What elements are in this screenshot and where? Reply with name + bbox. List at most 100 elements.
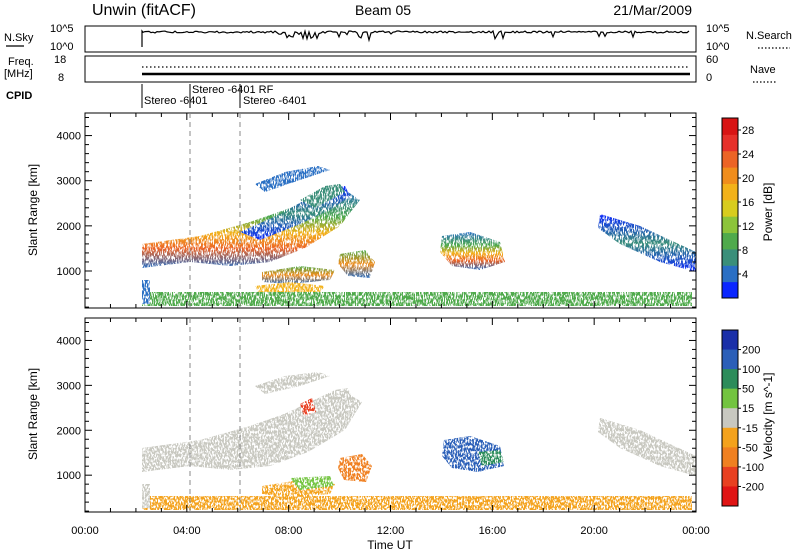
power-ground-strip <box>142 292 692 306</box>
beam-label: Beam 05 <box>355 2 411 18</box>
freq-left-bottom-tick: 8 <box>58 72 64 84</box>
cpid-label: CPID <box>6 90 32 102</box>
noise-panel: N.Sky 10^5 10^0 N.Search 10^5 10^0 <box>4 23 792 53</box>
cpid-entry-1: Stereo -6401 <box>144 95 208 107</box>
velocity-plot-frame <box>84 317 697 513</box>
power-late-band <box>598 214 696 272</box>
x-tick-label: 04:00 <box>173 525 201 537</box>
y-tick-label: 2000 <box>57 221 81 233</box>
power-low-patch <box>255 282 325 294</box>
velocity-colorbar-tick-label: -50 <box>742 442 758 454</box>
velocity-colorbar-tick-label: 50 <box>742 384 754 396</box>
power-colorbar-segment <box>722 248 738 266</box>
power-top-streak <box>255 166 330 192</box>
velocity-colorbar: 200 100 50 15 -15 -50 -100 -200 Velocity [m s^-… <box>721 329 775 507</box>
velocity-colorbar-tick-label: 100 <box>742 364 760 376</box>
power-colorbar-segment <box>722 134 738 152</box>
velocity-colorbar-tick-label: 200 <box>742 345 760 357</box>
velocity-green-patch-2 <box>478 450 504 466</box>
noise-sky-trace <box>141 29 690 47</box>
x-tick-label: 00:00 <box>71 525 99 537</box>
x-tick-label: 00:00 <box>682 525 710 537</box>
y-tick-label: 4000 <box>57 131 81 143</box>
power-colorbar-tick-label: 24 <box>742 149 754 161</box>
site-title: Unwin (fitACF) <box>92 2 196 19</box>
noise-search-label: N.Search <box>746 30 792 42</box>
power-colorbar-segment <box>722 265 738 283</box>
velocity-colorbar-segment <box>722 466 738 487</box>
velocity-panel: 1000 2000 3000 4000 00:00 04:00 08:00 12:00 16:… <box>26 317 710 552</box>
velocity-colorbar-segment <box>722 486 738 507</box>
x-tick-label: 08:00 <box>275 525 303 537</box>
power-panel: 1000 2000 3000 4000 Slant Range [km] <box>26 112 697 309</box>
cpid-entry-3: Stereo -6401 <box>243 95 307 107</box>
velocity-colorbar-tick-label: -100 <box>742 462 764 474</box>
power-colorbar-tick-label: 8 <box>742 245 748 257</box>
noise-left-top-tick: 10^5 <box>50 23 74 35</box>
velocity-colorbar-tick-label: -15 <box>742 423 758 435</box>
velocity-red-patch <box>300 398 316 416</box>
noise-right-bottom-tick: 10^0 <box>706 41 730 53</box>
x-tick-label: 20:00 <box>580 525 608 537</box>
power-colorbar-segment <box>722 199 738 217</box>
power-colorbar-tick-label: 20 <box>742 173 754 185</box>
velocity-upper-band <box>240 388 352 444</box>
power-colorbar-tick-label: 28 <box>742 125 754 137</box>
velocity-xlabel: Time UT <box>367 538 413 552</box>
power-lower-patch <box>262 266 335 284</box>
freq-panel: Freq. [MHz] 18 8 Nave 60 0 <box>4 54 776 84</box>
y-tick-label: 3000 <box>57 176 81 188</box>
cpid-entry-2: Stereo -6401 RF <box>192 84 274 96</box>
freq-left-top-tick: 18 <box>54 54 66 66</box>
power-data <box>142 166 696 306</box>
power-colorbar-segment <box>722 216 738 234</box>
nave-label: Nave <box>750 64 776 76</box>
date-label: 21/Mar/2009 <box>613 2 692 18</box>
freq-label-line2: [MHz] <box>4 68 33 80</box>
y-tick-label: 4000 <box>57 335 81 347</box>
velocity-colorbar-segment <box>722 427 738 448</box>
y-tick-label: 1000 <box>57 470 81 482</box>
freq-label-line1: Freq. <box>8 56 34 68</box>
power-colorbar-segment <box>722 281 738 299</box>
velocity-colorbar-tick-label: 15 <box>742 403 754 415</box>
power-colorbar-segment <box>722 167 738 184</box>
velocity-ylabel: Slant Range [km] <box>26 368 40 460</box>
cpid-strip: CPID Stereo -6401 Stereo -6401 RF Stereo… <box>6 84 307 108</box>
velocity-ground-strip <box>142 496 692 510</box>
velocity-data <box>142 372 696 510</box>
power-mid-streak <box>300 184 345 208</box>
velocity-colorbar-segment <box>722 349 738 370</box>
power-colorbar-segment <box>722 150 738 168</box>
power-plot-frame <box>84 112 697 309</box>
power-colorbar-label: Power [dB] <box>761 183 775 242</box>
power-patch-11h <box>338 250 375 278</box>
noise-left-bottom-tick: 10^0 <box>50 41 74 53</box>
y-tick-label: 1000 <box>57 266 81 278</box>
power-colorbar-tick-label: 16 <box>742 197 754 209</box>
velocity-y-axis: 1000 2000 3000 4000 <box>57 321 696 512</box>
noise-sky-label: N.Sky <box>4 32 34 44</box>
y-tick-label: 3000 <box>57 380 81 392</box>
velocity-colorbar-tick-label: -200 <box>742 481 764 493</box>
noise-right-top-tick: 10^5 <box>706 23 730 35</box>
power-colorbar: 4 8 12 16 20 24 28 Power [dB] <box>721 117 775 299</box>
velocity-colorbar-segment <box>722 447 738 468</box>
x-tick-label: 16:00 <box>479 525 507 537</box>
velocity-late-band <box>598 418 696 476</box>
velocity-colorbar-segment <box>722 369 738 390</box>
power-colorbar-segment <box>722 183 738 201</box>
power-patch-15h <box>440 232 505 270</box>
y-tick-label: 2000 <box>57 425 81 437</box>
velocity-top-streak <box>255 372 330 394</box>
power-colorbar-tick-label: 12 <box>742 221 754 233</box>
x-tick-label: 12:00 <box>377 525 405 537</box>
velocity-colorbar-segment <box>722 388 738 409</box>
power-ylabel: Slant Range [km] <box>26 164 40 256</box>
freq-right-bottom-tick: 0 <box>706 72 712 84</box>
power-colorbar-segment <box>722 118 738 135</box>
power-colorbar-segment <box>722 232 738 250</box>
freq-right-top-tick: 60 <box>706 54 718 66</box>
velocity-colorbar-label: Velocity [m s^-1] <box>761 373 775 460</box>
power-colorbar-tick-label: 4 <box>742 269 748 281</box>
